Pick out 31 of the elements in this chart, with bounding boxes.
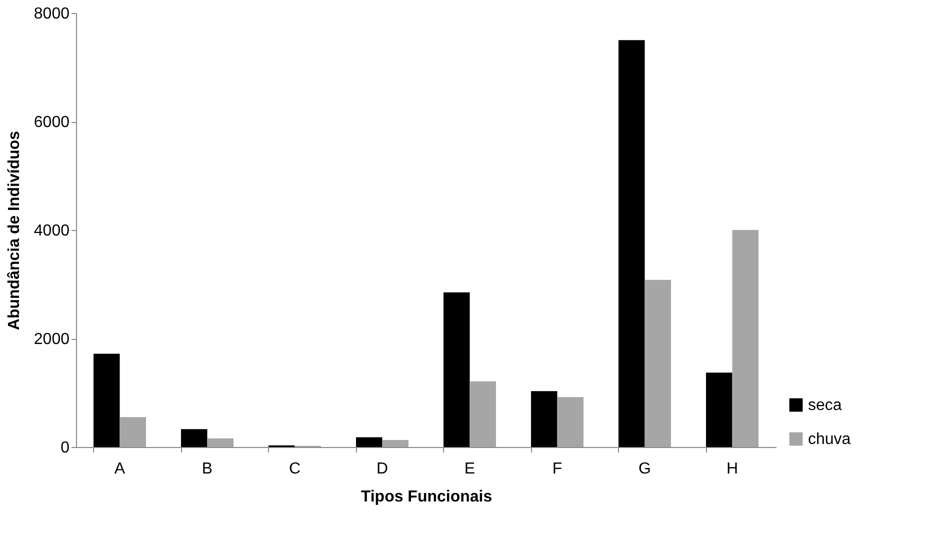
legend-label: chuva [808, 431, 851, 448]
x-tick-label: H [726, 460, 738, 478]
y-tick-label: 0 [60, 440, 70, 456]
bar [470, 381, 496, 447]
y-tick-label: 2000 [34, 331, 70, 348]
x-tick-label: G [638, 460, 651, 478]
bar [618, 40, 645, 447]
bar [207, 438, 234, 447]
x-tick-label: E [464, 460, 476, 478]
bar [444, 292, 470, 447]
x-tick-label: F [552, 460, 562, 478]
bar [531, 391, 558, 447]
x-tick-label: B [202, 460, 213, 478]
bar [356, 437, 382, 447]
x-axis-title: Tipos Funcionais [360, 488, 492, 506]
y-tick-label: 8000 [34, 6, 70, 22]
y-tick-label: 6000 [34, 114, 70, 131]
bar [94, 354, 120, 447]
bar [732, 230, 758, 447]
x-tick-label: C [288, 460, 301, 478]
bar [382, 440, 408, 447]
bar [181, 429, 208, 447]
y-tick-label: 4000 [34, 222, 70, 240]
bar [557, 397, 584, 447]
bar [706, 372, 732, 447]
x-tick-label: A [114, 460, 126, 478]
bar [644, 280, 671, 447]
bar [120, 417, 146, 447]
y-axis-title: Abundância de Indivíduos [6, 130, 23, 330]
legend-label: seca [808, 397, 842, 414]
x-tick-label: D [376, 460, 388, 478]
